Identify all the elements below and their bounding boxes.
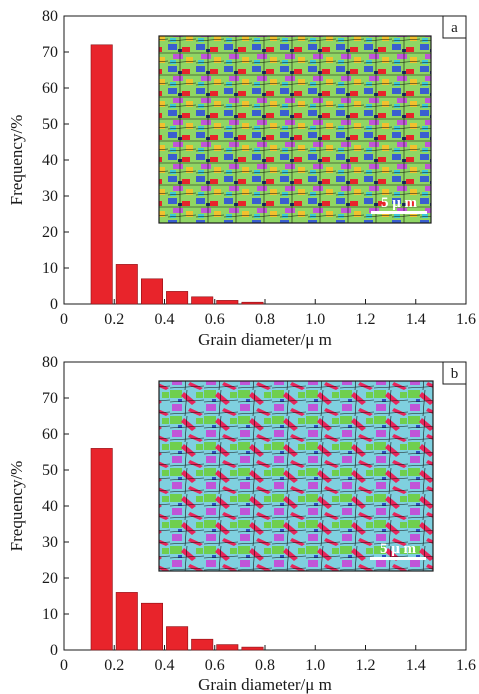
y-tick-label: 80 <box>42 8 58 25</box>
inset-micrograph: 5 μ m <box>158 380 434 572</box>
bar <box>216 300 239 305</box>
y-tick-label: 50 <box>42 462 58 479</box>
x-tick-label: 0.2 <box>104 657 124 674</box>
bar <box>166 291 189 305</box>
x-tick-label: 1.4 <box>406 657 426 674</box>
bar <box>191 296 214 305</box>
bar-group <box>90 44 264 305</box>
panel-a: 5 μ m a 0 10 20 30 40 50 60 70 80 0 0.2 0.4 0.6 0.8 1… <box>7 8 476 349</box>
y-tick-label: 70 <box>42 390 58 407</box>
y-tick-label: 40 <box>42 498 58 515</box>
y-axis: 0 10 20 30 40 50 60 70 80 <box>42 8 69 313</box>
panel-label-box: b <box>442 361 467 385</box>
bar <box>115 592 138 651</box>
x-tick-label: 1.6 <box>456 657 476 674</box>
x-tick-label: 1.2 <box>356 311 376 328</box>
y-tick-label: 70 <box>42 44 58 61</box>
y-tick-label: 20 <box>42 570 58 587</box>
x-tick-label: 1.6 <box>456 311 476 328</box>
bar <box>216 644 239 651</box>
y-tick-label: 40 <box>42 152 58 169</box>
x-tick-label: 0.6 <box>205 311 225 328</box>
y-tick-label: 50 <box>42 116 58 133</box>
x-tick-label: 0.8 <box>255 311 275 328</box>
x-tick-label: 0.6 <box>205 657 225 674</box>
x-tick-label: 0.2 <box>104 311 124 328</box>
bar <box>191 638 214 651</box>
bar <box>90 44 113 305</box>
x-axis-label: Grain diameter/μ m <box>198 675 332 694</box>
bar-group <box>90 448 264 651</box>
x-tick-label: 0.8 <box>255 657 275 674</box>
x-tick-label: 1.2 <box>356 657 376 674</box>
bar <box>141 278 164 305</box>
bar <box>241 301 264 305</box>
y-tick-label: 0 <box>50 642 58 659</box>
x-tick-label: 0 <box>60 657 68 674</box>
y-tick-label: 0 <box>50 296 58 313</box>
y-tick-label: 30 <box>42 188 58 205</box>
y-tick-label: 60 <box>42 426 58 443</box>
x-tick-label: 1.4 <box>406 311 426 328</box>
bar <box>115 264 138 305</box>
x-tick-label: 0.4 <box>155 657 175 674</box>
bar <box>241 646 264 651</box>
y-tick-label: 60 <box>42 80 58 97</box>
x-axis: 0 0.2 0.4 0.6 0.8 1.0 1.2 1.4 1.6 <box>60 645 476 674</box>
y-tick-label: 10 <box>42 260 58 277</box>
x-tick-label: 1.0 <box>305 311 325 328</box>
panel-label-box: a <box>442 15 467 39</box>
x-axis: 0 0.2 0.4 0.6 0.8 1.0 1.2 1.4 1.6 <box>60 299 476 328</box>
x-tick-label: 0.4 <box>155 311 175 328</box>
y-axis-label: Frequency/% <box>7 115 26 206</box>
y-tick-label: 30 <box>42 534 58 551</box>
y-axis-label: Frequency/% <box>7 461 26 552</box>
panel-label: b <box>451 366 459 382</box>
scale-bar <box>371 211 427 214</box>
bar <box>141 602 164 651</box>
bar <box>90 448 113 651</box>
scale-bar <box>370 557 426 560</box>
panel-b: 5 μ m b 0 10 20 30 40 50 60 70 80 0 0.2 0.4 0.6 0.8 1… <box>7 354 476 694</box>
x-tick-label: 1.0 <box>305 657 325 674</box>
x-tick-label: 0 <box>60 311 68 328</box>
y-tick-label: 10 <box>42 606 58 623</box>
inset-micrograph: 5 μ m <box>158 35 432 224</box>
panel-label: a <box>451 20 458 36</box>
x-axis-label: Grain diameter/μ m <box>198 330 332 349</box>
y-tick-label: 80 <box>42 354 58 371</box>
bar <box>166 626 189 651</box>
scale-bar-label: 5 μ m <box>381 195 418 211</box>
y-axis: 0 10 20 30 40 50 60 70 80 <box>42 354 69 659</box>
y-tick-label: 20 <box>42 224 58 241</box>
scale-bar-label: 5 μ m <box>380 541 417 557</box>
